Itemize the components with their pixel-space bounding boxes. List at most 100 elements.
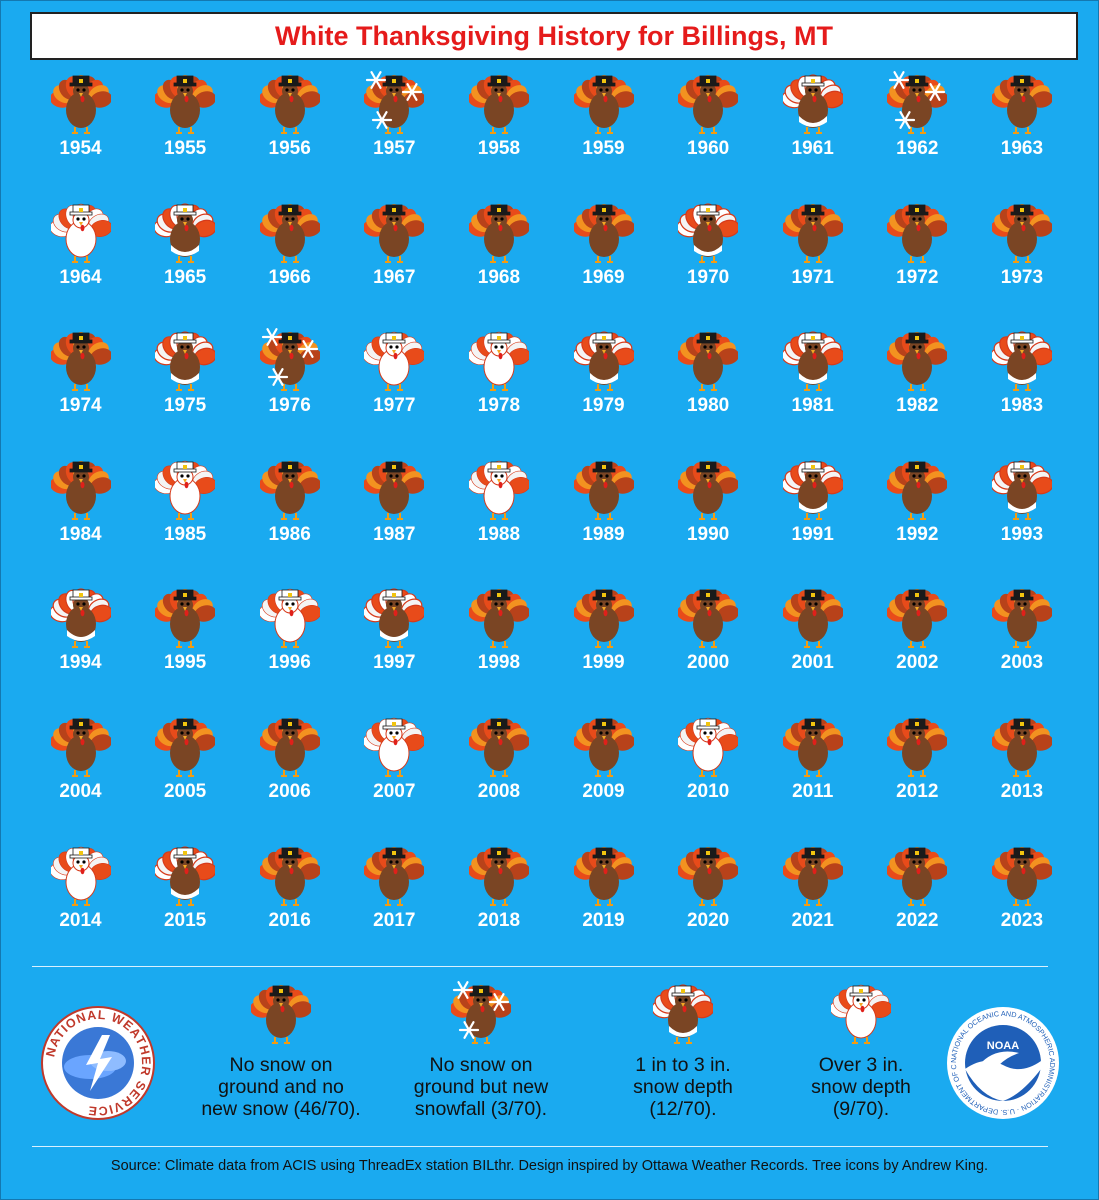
year-label: 1955: [163, 138, 207, 159]
separator-bottom: [32, 1146, 1048, 1147]
year-label: 2001: [791, 652, 834, 674]
turkey-icon-depth-1-3: [678, 202, 739, 263]
year-cell: 2016: [237, 842, 342, 970]
turkey-icon-none: [468, 846, 529, 906]
year-label: 2015: [163, 909, 207, 931]
year-label: 1994: [59, 652, 102, 674]
year-cell: 2014: [28, 842, 133, 970]
year-label: 2022: [896, 909, 939, 931]
turkey-icon-none: [259, 846, 320, 906]
turkey-icon-depth-1-3: [991, 460, 1052, 520]
turkey-icon-none: [50, 332, 111, 392]
year-cell: 2004: [28, 713, 133, 841]
title-box: White Thanksgiving History for Billings,…: [30, 12, 1078, 60]
year-label: 1995: [163, 652, 207, 674]
year-cell: 1987: [342, 456, 447, 584]
year-label: 2012: [896, 781, 939, 802]
legend-turkey-icon-none: [251, 985, 311, 1044]
year-cell: 2000: [656, 584, 761, 712]
legend-label: No snow on ground but new snowfall (3/70…: [413, 1054, 549, 1120]
turkey-icon-depth-1-3: [155, 202, 216, 263]
turkey-icon-depth-1-3: [155, 845, 216, 906]
year-cell: 1995: [133, 584, 238, 712]
turkey-icon-depth-1-3: [155, 331, 216, 392]
turkey-icon-none: [991, 718, 1052, 777]
turkey-icon-new-snow: [259, 328, 320, 392]
year-cell: 2022: [865, 842, 970, 970]
turkey-icon-none: [887, 332, 948, 392]
year-label: 2010: [686, 781, 730, 802]
year-label: 1964: [59, 266, 102, 288]
legend-label: Over 3 in. snow depth (9/70).: [811, 1054, 911, 1120]
turkey-icon-depth-1-3: [573, 331, 634, 392]
year-label: 2009: [582, 781, 625, 802]
year-cell: 1975: [133, 327, 238, 455]
year-label: 2006: [268, 781, 311, 802]
turkey-icon-none: [991, 589, 1052, 649]
year-cell: 1966: [237, 199, 342, 327]
year-cell: 1954: [28, 70, 133, 198]
turkey-icon-depth-1-3: [991, 331, 1052, 392]
year-label: 1975: [163, 395, 207, 417]
turkey-icon-none: [782, 589, 843, 649]
turkey-icon-depth-1-3: [782, 74, 843, 134]
year-label: 1976: [268, 395, 311, 417]
turkey-icon-none: [468, 589, 529, 649]
year-label: 1982: [896, 395, 939, 417]
turkey-icon-none: [678, 846, 739, 906]
year-label: 1978: [477, 395, 521, 417]
year-label: 1981: [791, 395, 834, 417]
turkey-icon-new-snow: [364, 71, 425, 134]
chart-title: White Thanksgiving History for Billings,…: [274, 20, 834, 51]
year-cell: 2007: [342, 713, 447, 841]
turkey-icon-none: [364, 203, 425, 263]
turkey-icon-depth-over-3: [364, 717, 425, 777]
year-cell: 1988: [446, 456, 551, 584]
turkey-icon-none: [155, 718, 216, 777]
turkey-icon-none: [573, 203, 634, 263]
year-cell: 1972: [865, 199, 970, 327]
turkey-icon-depth-over-3: [364, 331, 425, 392]
legend-label: 1 in to 3 in. snow depth (12/70).: [633, 1054, 733, 1120]
year-cell: 1986: [237, 456, 342, 584]
year-label: 1961: [791, 138, 834, 159]
year-label: 1973: [1000, 266, 1044, 288]
year-cell: 2012: [865, 713, 970, 841]
year-cell: 1974: [28, 327, 133, 455]
year-label: 1983: [1000, 395, 1044, 417]
year-label: 2011: [792, 781, 834, 802]
turkey-icon-depth-over-3: [50, 846, 111, 906]
year-cell: 1958: [446, 70, 551, 198]
year-cell: 1971: [760, 199, 865, 327]
year-label: 1996: [268, 652, 311, 674]
year-cell: 1982: [865, 327, 970, 455]
legend-item-depth-1-3: 1 in to 3 in. snow depth (12/70).: [578, 980, 788, 1120]
legend-turkey-icon-new-snow: [451, 981, 511, 1044]
turkey-icon-none: [991, 75, 1052, 134]
year-label: 2021: [791, 909, 834, 931]
turkey-icon-none: [50, 460, 111, 520]
turkey-icon-none: [782, 846, 843, 906]
year-label: 1963: [1000, 138, 1044, 159]
year-label: 2000: [686, 652, 730, 674]
year-cell: 2009: [551, 713, 656, 841]
year-cell: 1998: [446, 584, 551, 712]
year-label: 1980: [686, 395, 730, 417]
turkey-icon-depth-over-3: [468, 331, 529, 392]
turkey-icon-none: [782, 203, 843, 263]
turkey-icon-none: [573, 718, 634, 777]
year-cell: 1984: [28, 456, 133, 584]
year-cell: 1992: [865, 456, 970, 584]
year-cell: 2015: [133, 842, 238, 970]
turkey-icon-none: [887, 589, 948, 649]
year-cell: 1979: [551, 327, 656, 455]
year-label: 1957: [373, 138, 416, 159]
turkey-icon-depth-over-3: [259, 589, 320, 649]
year-cell: 1965: [133, 199, 238, 327]
turkey-icon-none: [678, 332, 739, 392]
year-label: 2003: [1000, 652, 1044, 674]
year-cell: 1967: [342, 199, 447, 327]
year-cell: 1957: [342, 70, 447, 198]
turkey-icon-none: [887, 718, 948, 777]
turkey-icon-none: [573, 75, 634, 134]
